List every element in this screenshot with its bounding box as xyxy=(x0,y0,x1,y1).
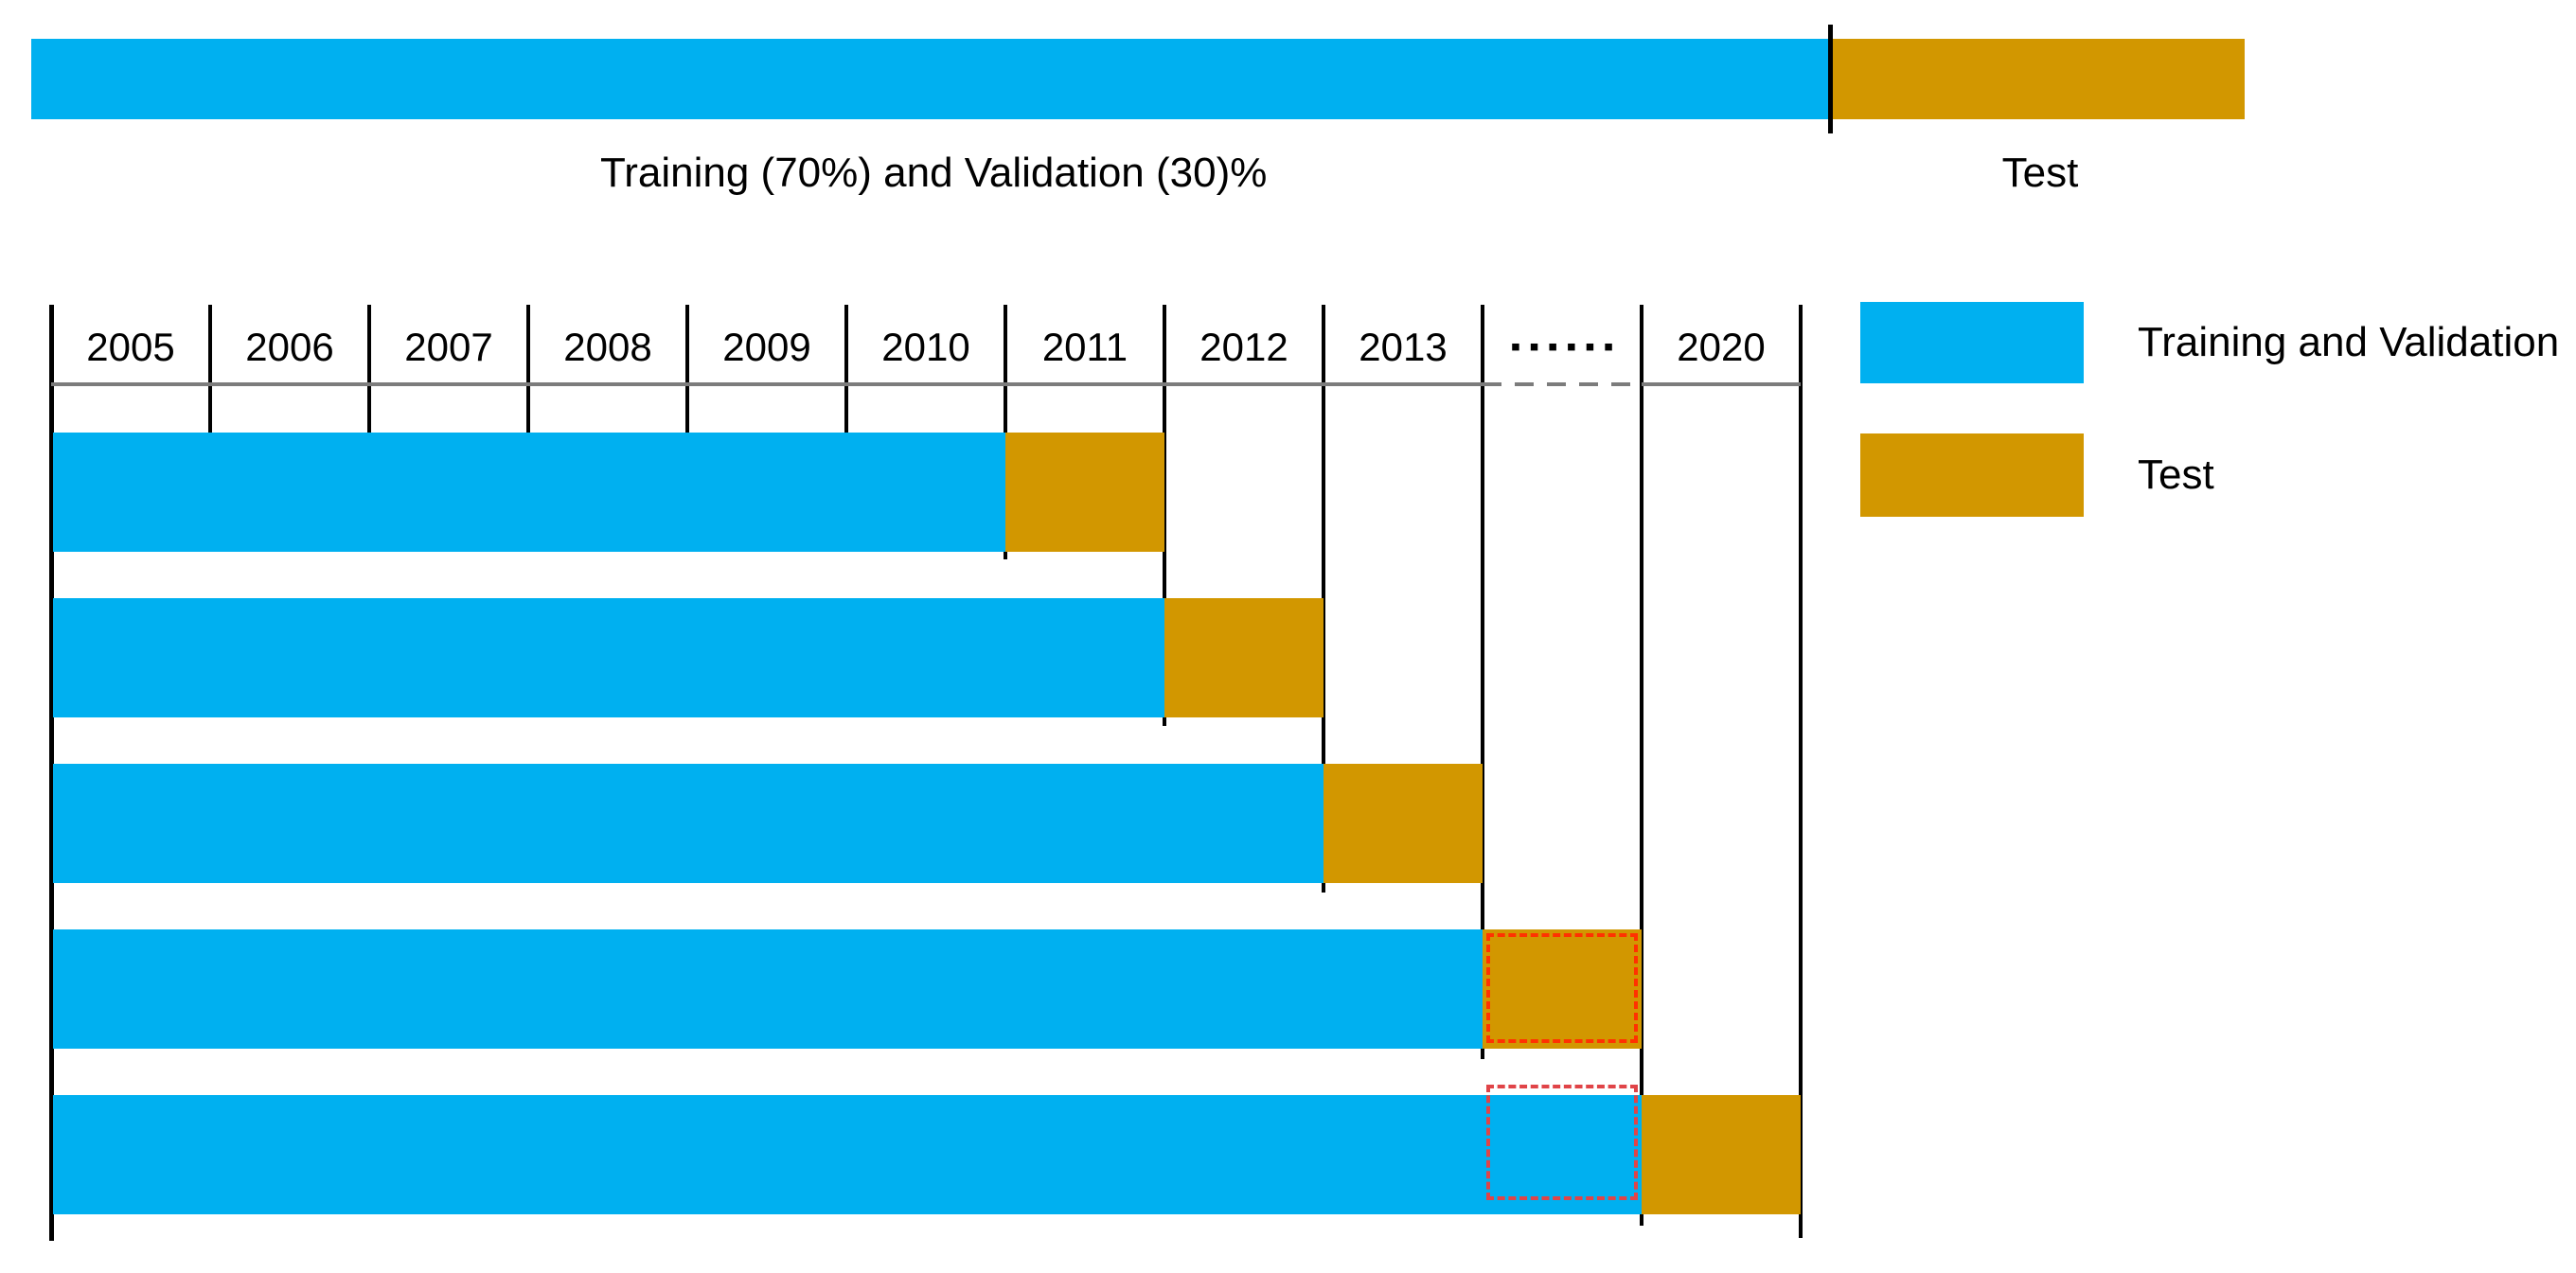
fold-5-train-tail-highlight-box xyxy=(1486,1085,1638,1200)
header-baseline-left xyxy=(51,382,1483,386)
legend-test-label: Test xyxy=(2138,451,2214,498)
year-label-2006: 2006 xyxy=(245,325,334,369)
column-line-3 xyxy=(526,305,530,433)
fold-3-train-bar xyxy=(53,764,1324,883)
year-label-2010: 2010 xyxy=(881,325,970,369)
year-label-2012: 2012 xyxy=(1199,325,1288,369)
topbar-test-label: Test xyxy=(2001,150,2079,196)
fold-5-test-bar xyxy=(1642,1095,1801,1214)
topbar-split-divider-line xyxy=(1828,25,1833,133)
year-label-2020: 2020 xyxy=(1677,325,1766,369)
fold-4-test-highlight-box xyxy=(1486,933,1638,1043)
year-label-2007: 2007 xyxy=(404,325,493,369)
fold-3-test-bar xyxy=(1324,764,1483,883)
topbar-train-label: Training (70%) and Validation (30)% xyxy=(600,150,1268,196)
legend-train-swatch xyxy=(1860,302,2084,383)
year-label-2013: 2013 xyxy=(1359,325,1448,369)
fold-5-train-bar xyxy=(53,1095,1642,1214)
column-line-1 xyxy=(208,305,212,433)
year-label-2009: 2009 xyxy=(722,325,811,369)
topbar-test-segment xyxy=(1830,39,2245,119)
legend-test-swatch xyxy=(1860,433,2084,517)
fold-1-test-bar xyxy=(1005,433,1164,552)
header-baseline-right xyxy=(1642,382,1801,386)
fold-1-train-bar xyxy=(53,433,1005,552)
fold-4-test-bar xyxy=(1483,929,1642,1049)
fold-2-test-bar xyxy=(1164,598,1324,717)
column-line-2 xyxy=(367,305,371,433)
year-label-2011: 2011 xyxy=(1041,325,1128,369)
column-line-8 xyxy=(1322,305,1325,893)
column-line-0 xyxy=(49,305,54,1241)
column-line-10 xyxy=(1640,305,1643,1226)
column-line-9 xyxy=(1481,305,1484,1059)
year-label-2005: 2005 xyxy=(86,325,175,369)
column-line-6 xyxy=(1004,305,1007,559)
ellipsis-label: ▪▪▪▪▪▪ xyxy=(1510,331,1623,362)
column-line-4 xyxy=(685,305,689,433)
legend-train-label: Training and Validation xyxy=(2138,319,2560,365)
column-line-11 xyxy=(1799,305,1803,1238)
column-line-7 xyxy=(1163,305,1166,726)
fold-4-train-bar xyxy=(53,929,1483,1049)
header-baseline-dashed xyxy=(1483,382,1642,386)
topbar-train-segment xyxy=(31,39,1830,119)
year-label-2008: 2008 xyxy=(563,325,652,369)
fold-2-train-bar xyxy=(53,598,1164,717)
column-line-5 xyxy=(844,305,848,433)
